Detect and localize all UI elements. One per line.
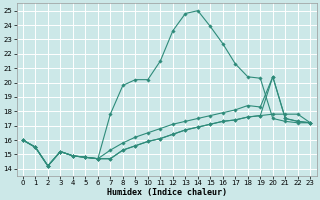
X-axis label: Humidex (Indice chaleur): Humidex (Indice chaleur) [107, 188, 227, 197]
